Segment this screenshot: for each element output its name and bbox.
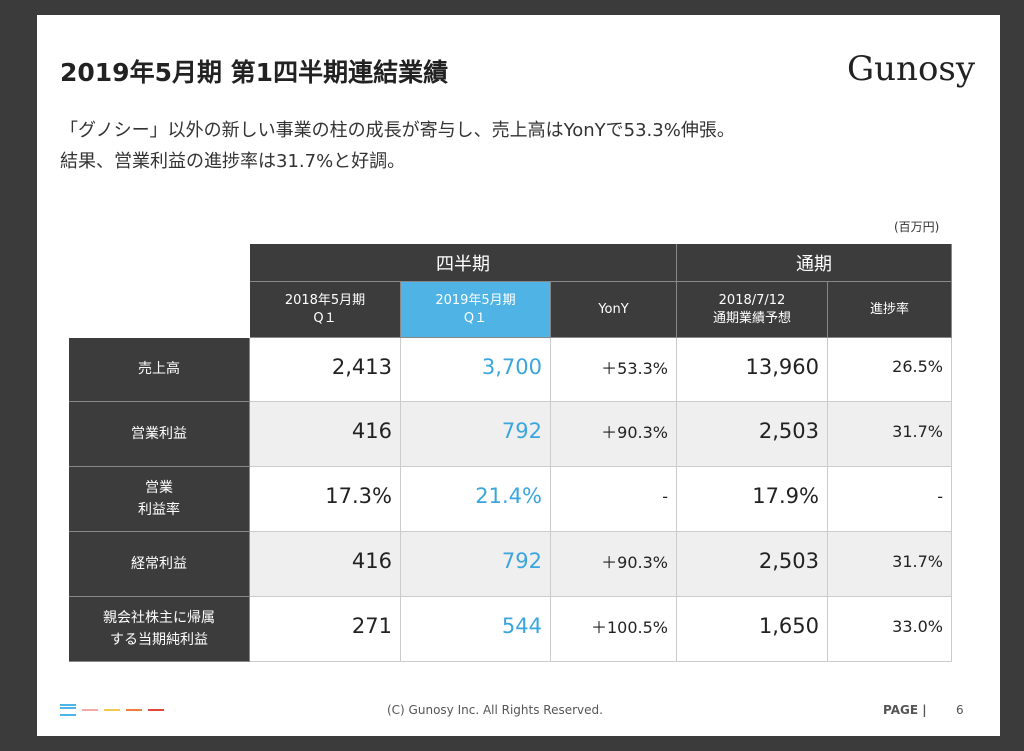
table-cell: 31.7%: [828, 532, 952, 597]
table-cell: 13,960: [677, 338, 828, 402]
table-cell: 271: [250, 597, 401, 662]
table-cell: 26.5%: [828, 338, 952, 402]
subtitle-line: 「グノシー」以外の新しい事業の柱の成長が寄与し、売上高はYonYで53.3%伸張…: [60, 120, 735, 141]
table-cell: 416: [250, 402, 401, 467]
table-cell: 544: [401, 597, 551, 662]
table-cell: 792: [401, 402, 551, 467]
table-cell: 792: [401, 532, 551, 597]
table-cell: 31.7%: [828, 402, 952, 467]
table-cell: -: [828, 467, 952, 532]
column-header: 2019年5月期 Q１: [401, 282, 551, 338]
group-header: 通期: [677, 244, 952, 282]
page-number: 6: [956, 703, 964, 717]
table-cell: 3,700: [401, 338, 551, 402]
slide: 2019年5月期 第1四半期連結業績 Gunosy 「グノシー」以外の新しい事業…: [37, 15, 1000, 736]
row-header: 親会社株主に帰属 する当期純利益: [69, 597, 250, 662]
table-cell: -: [551, 467, 677, 532]
table-cell: 21.4%: [401, 467, 551, 532]
title: 2019年5月期 第1四半期連結業績: [60, 58, 449, 87]
unit: (百万円): [894, 220, 940, 234]
logo: Gunosy: [847, 49, 976, 89]
group-header: 四半期: [250, 244, 677, 282]
table-cell: ＋90.3%: [551, 402, 677, 467]
row-header: 経常利益: [69, 532, 250, 597]
table-cell: 1,650: [677, 597, 828, 662]
column-header: YonY: [551, 282, 677, 338]
page-label: PAGE |: [883, 703, 927, 717]
deco: [126, 709, 142, 711]
table-cell: 17.3%: [250, 467, 401, 532]
table-cell: ＋90.3%: [551, 532, 677, 597]
column-header: 2018年5月期 Q１: [250, 282, 401, 338]
table-cell: ＋53.3%: [551, 338, 677, 402]
column-header: 進捗率: [828, 282, 952, 338]
table-cell: 33.0%: [828, 597, 952, 662]
table-cell: 17.9%: [677, 467, 828, 532]
table-cell: 2,503: [677, 402, 828, 467]
table-cell: 2,413: [250, 338, 401, 402]
copyright: (C) Gunosy Inc. All Rights Reserved.: [387, 703, 603, 717]
deco: [60, 704, 76, 716]
row-header: 営業利益: [69, 402, 250, 467]
column-header: 2018/7/12 通期業績予想: [677, 282, 828, 338]
row-header: 営業 利益率: [69, 467, 250, 532]
deco: [148, 709, 164, 711]
deco: [104, 709, 120, 711]
table-cell: 2,503: [677, 532, 828, 597]
deco: [82, 709, 98, 711]
subtitle-line: 結果、営業利益の進捗率は31.7%と好調。: [60, 151, 406, 172]
row-header: 売上高: [69, 338, 250, 402]
table-cell: ＋100.5%: [551, 597, 677, 662]
table-cell: 416: [250, 532, 401, 597]
